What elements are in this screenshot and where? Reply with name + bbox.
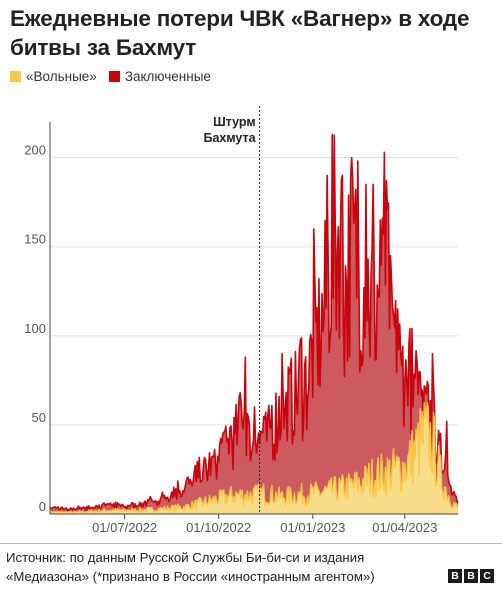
- legend-label-volunteers: «Вольные»: [26, 68, 97, 84]
- series-area-volunteers: [50, 402, 458, 514]
- annotation-assault: Штурм Бахмута: [203, 106, 261, 514]
- series-areas: [49, 133, 459, 514]
- source-note: Источник: по данным Русской Службы Би-би…: [6, 550, 375, 584]
- y-tick-label: 200: [24, 143, 46, 158]
- bbc-logo-letter: B: [448, 569, 462, 583]
- y-tick-label: 0: [39, 499, 46, 514]
- x-tick-label: 01/10/2022: [186, 520, 251, 532]
- y-tick-label: 150: [24, 232, 46, 247]
- axes: 0 50 100 150 200 01/07/2022 01/10/2022 01/01/20…: [24, 122, 458, 532]
- legend-swatch-prisoners: [108, 70, 120, 82]
- legend-item-prisoners: Заключенные: [108, 68, 211, 84]
- series-line-volunteers: [49, 401, 459, 514]
- y-tick-label: 100: [24, 321, 46, 336]
- x-tick-label: 01/04/2023: [372, 520, 437, 532]
- y-tick-label: 50: [32, 410, 46, 425]
- annotation-label: Бахмута: [203, 131, 256, 145]
- legend-item-volunteers: «Вольные»: [10, 69, 97, 84]
- annotation-label: Штурм: [213, 115, 256, 129]
- losses-chart: 0 50 100 150 200 01/07/2022 01/10/2022 01/01/20…: [24, 106, 459, 532]
- x-tick-label: 01/07/2022: [92, 520, 157, 532]
- chart-title: Ежедневные потери ЧВК «Вагнер» в ходе би…: [10, 6, 470, 60]
- bbc-logo-letter: C: [480, 569, 494, 583]
- bbc-logo-letter: B: [464, 569, 478, 583]
- legend-label-prisoners: Заключенные: [124, 68, 211, 84]
- footer-divider: [0, 543, 502, 544]
- chart-legend: «Вольные» Заключенные: [10, 67, 223, 85]
- series-line-prisoners: [49, 133, 459, 512]
- bbc-logo: B B C: [446, 569, 494, 583]
- x-tick-label: 01/01/2023: [280, 520, 345, 532]
- legend-swatch-volunteers: [10, 70, 21, 82]
